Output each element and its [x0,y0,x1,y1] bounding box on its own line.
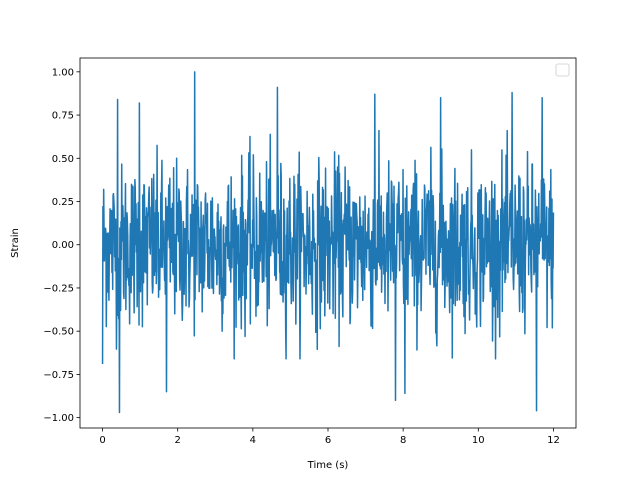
strain-line [101,71,555,414]
x-tick-label: 2 [175,435,181,446]
y-tick-label: −0.75 [43,370,74,381]
y-tick-label: −0.50 [43,327,74,338]
y-tick-label: −0.25 [43,283,74,294]
y-tick-label: 0.25 [52,197,74,208]
x-tick-label: 6 [325,435,331,446]
x-tick-label: 4 [250,435,256,446]
y-tick-label: 0.75 [52,111,74,122]
x-tick-label: 8 [400,435,406,446]
y-tick-label: 0.50 [52,154,74,165]
y-tick-label: 1.00 [52,67,74,78]
x-tick-label: 12 [547,435,560,446]
x-tick-label: 0 [99,435,105,446]
y-tick-label: 0.00 [52,240,74,251]
legend-box [555,63,570,77]
series-layer [101,71,555,414]
y-tick-label: −1.00 [43,413,74,424]
x-axis: 0 2 4 6 8 10 12 [99,428,560,446]
x-axis-label: Time (s) [307,460,349,471]
y-axis-label: Strain [10,228,21,258]
y-axis: −1.00 −0.75 −0.50 −0.25 0.00 0.25 0.50 0.75 1.00 [43,67,80,424]
x-tick-label: 10 [472,435,485,446]
